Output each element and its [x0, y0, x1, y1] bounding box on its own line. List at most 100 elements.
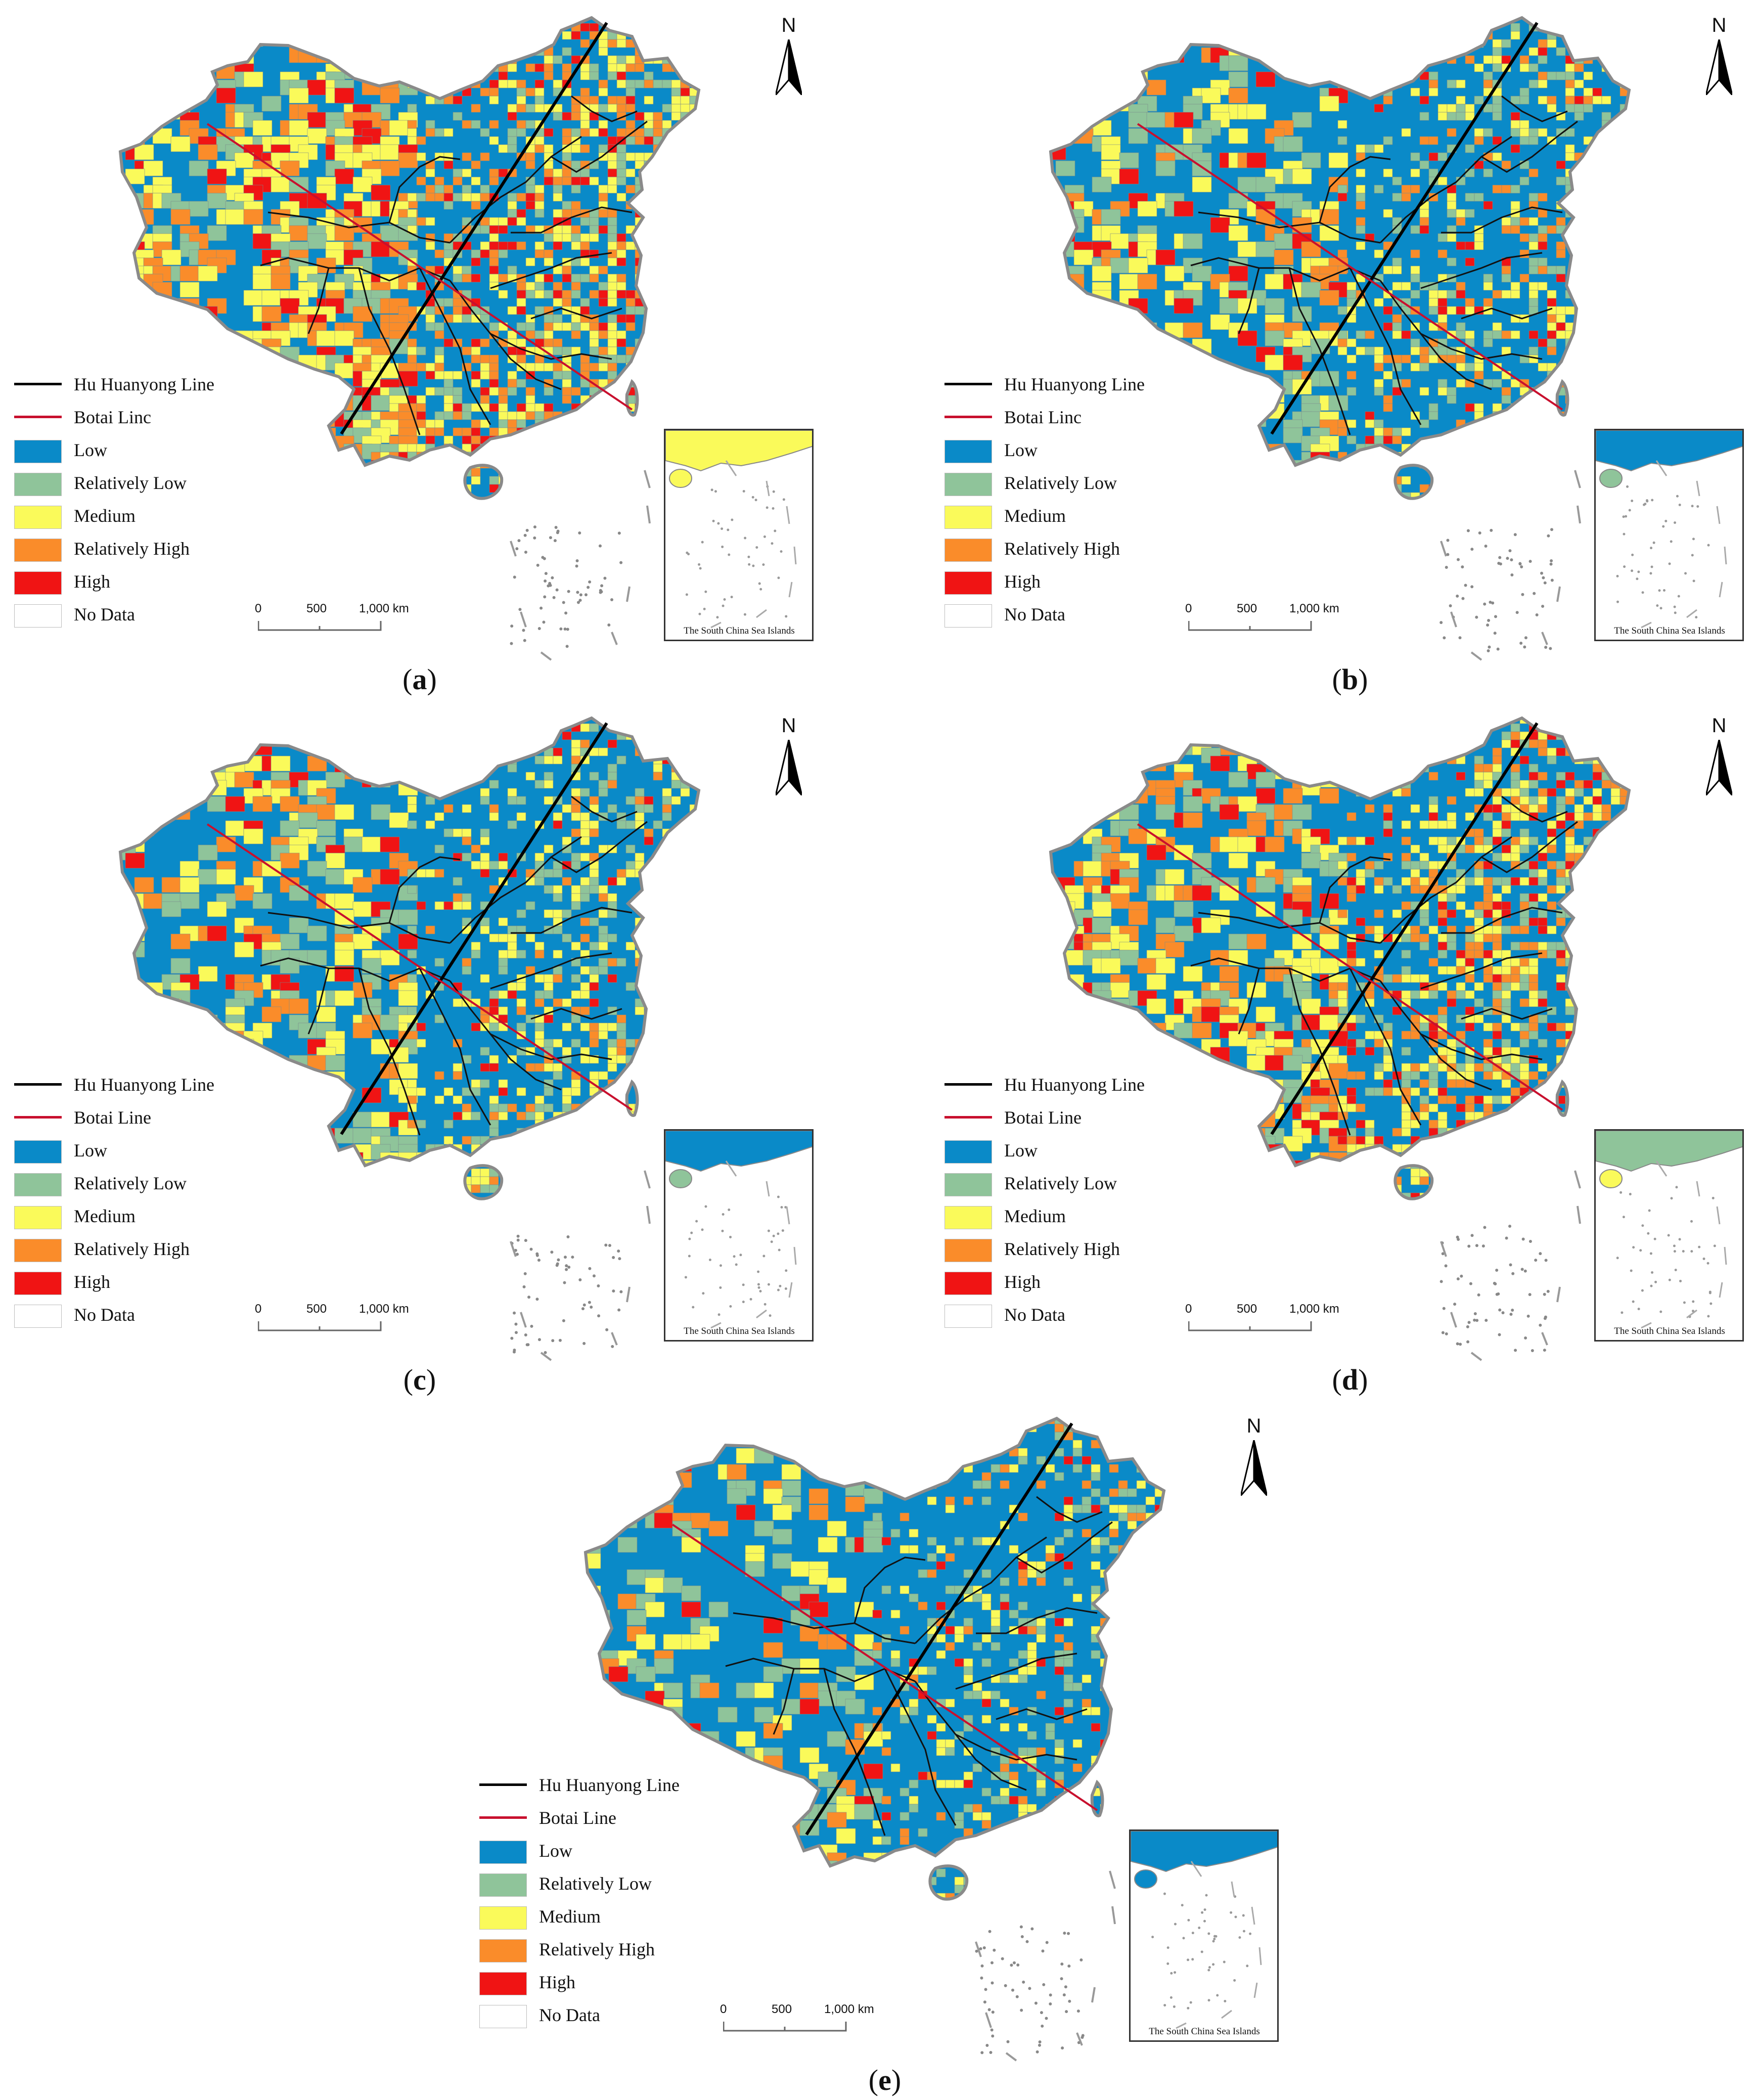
legend-swatch [14, 1206, 62, 1229]
legend-swatch [479, 2005, 527, 2028]
legend-swatch [944, 440, 992, 463]
panel-caption: (a) [402, 663, 437, 696]
legend-label: Hu Huanyong Line [1004, 1075, 1145, 1095]
china-map [1049, 16, 1631, 661]
legend-label: Relatively High [1004, 1239, 1120, 1259]
south-china-sea-inset: The South China Sea Islands [1594, 429, 1744, 641]
legend-label: Low [1004, 1140, 1038, 1160]
hu-huanyong-line [340, 722, 608, 1135]
north-arrow-icon [776, 39, 802, 95]
hu-huanyong-line [340, 22, 608, 435]
legend-label: High [1004, 1272, 1041, 1292]
legend-line-symbol [14, 383, 62, 385]
legend-label: No Data [1004, 1305, 1065, 1325]
china-map [118, 16, 701, 661]
legend-swatch [944, 539, 992, 562]
legend-swatch [479, 1873, 527, 1897]
legend-line-symbol [14, 1083, 62, 1086]
legend-line-symbol [14, 1116, 62, 1119]
north-arrow: N [1234, 1415, 1274, 1501]
scale-tick-0: 0 [1185, 1302, 1192, 1316]
north-arrow: N [769, 714, 809, 800]
legend-label: No Data [539, 2005, 600, 2025]
legend-line-symbol [944, 416, 992, 418]
legend-swatch [944, 1206, 992, 1229]
province-boundaries [725, 1496, 1113, 1836]
scale-tick-1000: 1,000 km [359, 602, 409, 615]
legend-swatch [14, 473, 62, 496]
south-sea-islands [975, 1870, 1116, 2062]
legend-line-symbol [479, 1816, 527, 1819]
panel-d: N Hu Huanyong Line Botai Line Low Relativel… [935, 705, 1755, 1398]
legend-label: Medium [539, 1906, 601, 1927]
legend-swatch [944, 1173, 992, 1196]
county-choropleth [120, 718, 699, 1199]
legend-label: Hu Huanyong Line [74, 1075, 214, 1095]
legend-swatch [479, 1972, 527, 1995]
legend-line-symbol [14, 416, 62, 418]
legend-label: No Data [74, 1305, 135, 1325]
scale-bar-line [258, 621, 382, 631]
legend-label: Botai Line [74, 1107, 151, 1128]
scale-bar-line [258, 1321, 382, 1331]
china-map [1049, 716, 1631, 1361]
legend-label: Relatively High [74, 1239, 190, 1259]
scale-bar: 0 500 1,000 km [1183, 602, 1345, 642]
north-arrow: N [769, 14, 809, 100]
inset-label: The South China Sea Islands [684, 625, 795, 636]
scale-bar: 0 500 1,000 km [253, 1302, 415, 1343]
legend-swatch [14, 539, 62, 562]
panel-b: N Hu Huanyong Line Botai Linc Low Relativel… [935, 5, 1755, 698]
botai-line [671, 1524, 1098, 1811]
legend-label: Botai Linc [1004, 407, 1082, 427]
legend-label: Relatively Low [1004, 1173, 1117, 1193]
legend-line-symbol [479, 1783, 527, 1786]
legend-swatch [14, 1140, 62, 1164]
legend-line-symbol [944, 383, 992, 385]
legend-label: Relatively Low [74, 473, 187, 493]
legend-swatch [944, 506, 992, 529]
province-boundaries [1190, 95, 1578, 435]
north-label: N [1246, 1415, 1262, 1437]
south-china-sea-inset: The South China Sea Islands [1129, 1829, 1279, 2042]
south-china-sea-inset: The South China Sea Islands [664, 429, 814, 641]
north-label: N [781, 14, 796, 36]
national-border [1049, 16, 1631, 500]
legend-swatch [14, 506, 62, 529]
panel-e: N Hu Huanyong Line Botai Line Low Relativel… [470, 1406, 1299, 2098]
scale-tick-0: 0 [255, 1302, 262, 1316]
scale-tick-0: 0 [1185, 602, 1192, 615]
legend-label: Botai Linc [74, 407, 151, 427]
legend-label: Relatively Low [539, 1873, 652, 1894]
legend-label: High [1004, 571, 1041, 592]
scale-tick-1000: 1,000 km [1289, 1302, 1339, 1316]
legend-swatch [944, 1140, 992, 1164]
legend-label: No Data [1004, 604, 1065, 624]
legend-swatch [14, 440, 62, 463]
legend-label: Low [74, 1140, 107, 1160]
legend-swatch [944, 1305, 992, 1328]
county-choropleth [1051, 18, 1629, 499]
national-border [583, 1416, 1166, 1901]
legend-swatch [944, 1239, 992, 1262]
inset-map [665, 1131, 812, 1329]
legend-swatch [14, 1272, 62, 1295]
legend-label: Low [74, 440, 107, 460]
legend-label: No Data [74, 604, 135, 624]
panel-letter: e [878, 2064, 891, 2096]
botai-line [206, 123, 633, 411]
hu-huanyong-line [1270, 22, 1539, 435]
legend-label: Relatively High [74, 539, 190, 559]
scale-tick-0: 0 [255, 602, 262, 615]
south-sea-islands [510, 470, 651, 661]
china-map [583, 1416, 1166, 2062]
scale-tick-1000: 1,000 km [824, 2002, 874, 2016]
scale-tick-500: 500 [306, 602, 327, 615]
legend-swatch [14, 571, 62, 595]
north-arrow-icon [1706, 740, 1732, 795]
legend-label: Relatively Low [1004, 473, 1117, 493]
national-border [118, 16, 701, 500]
legend-swatch [14, 1173, 62, 1196]
hu-huanyong-line [805, 1422, 1073, 1836]
panel-caption: (c) [403, 1363, 436, 1396]
